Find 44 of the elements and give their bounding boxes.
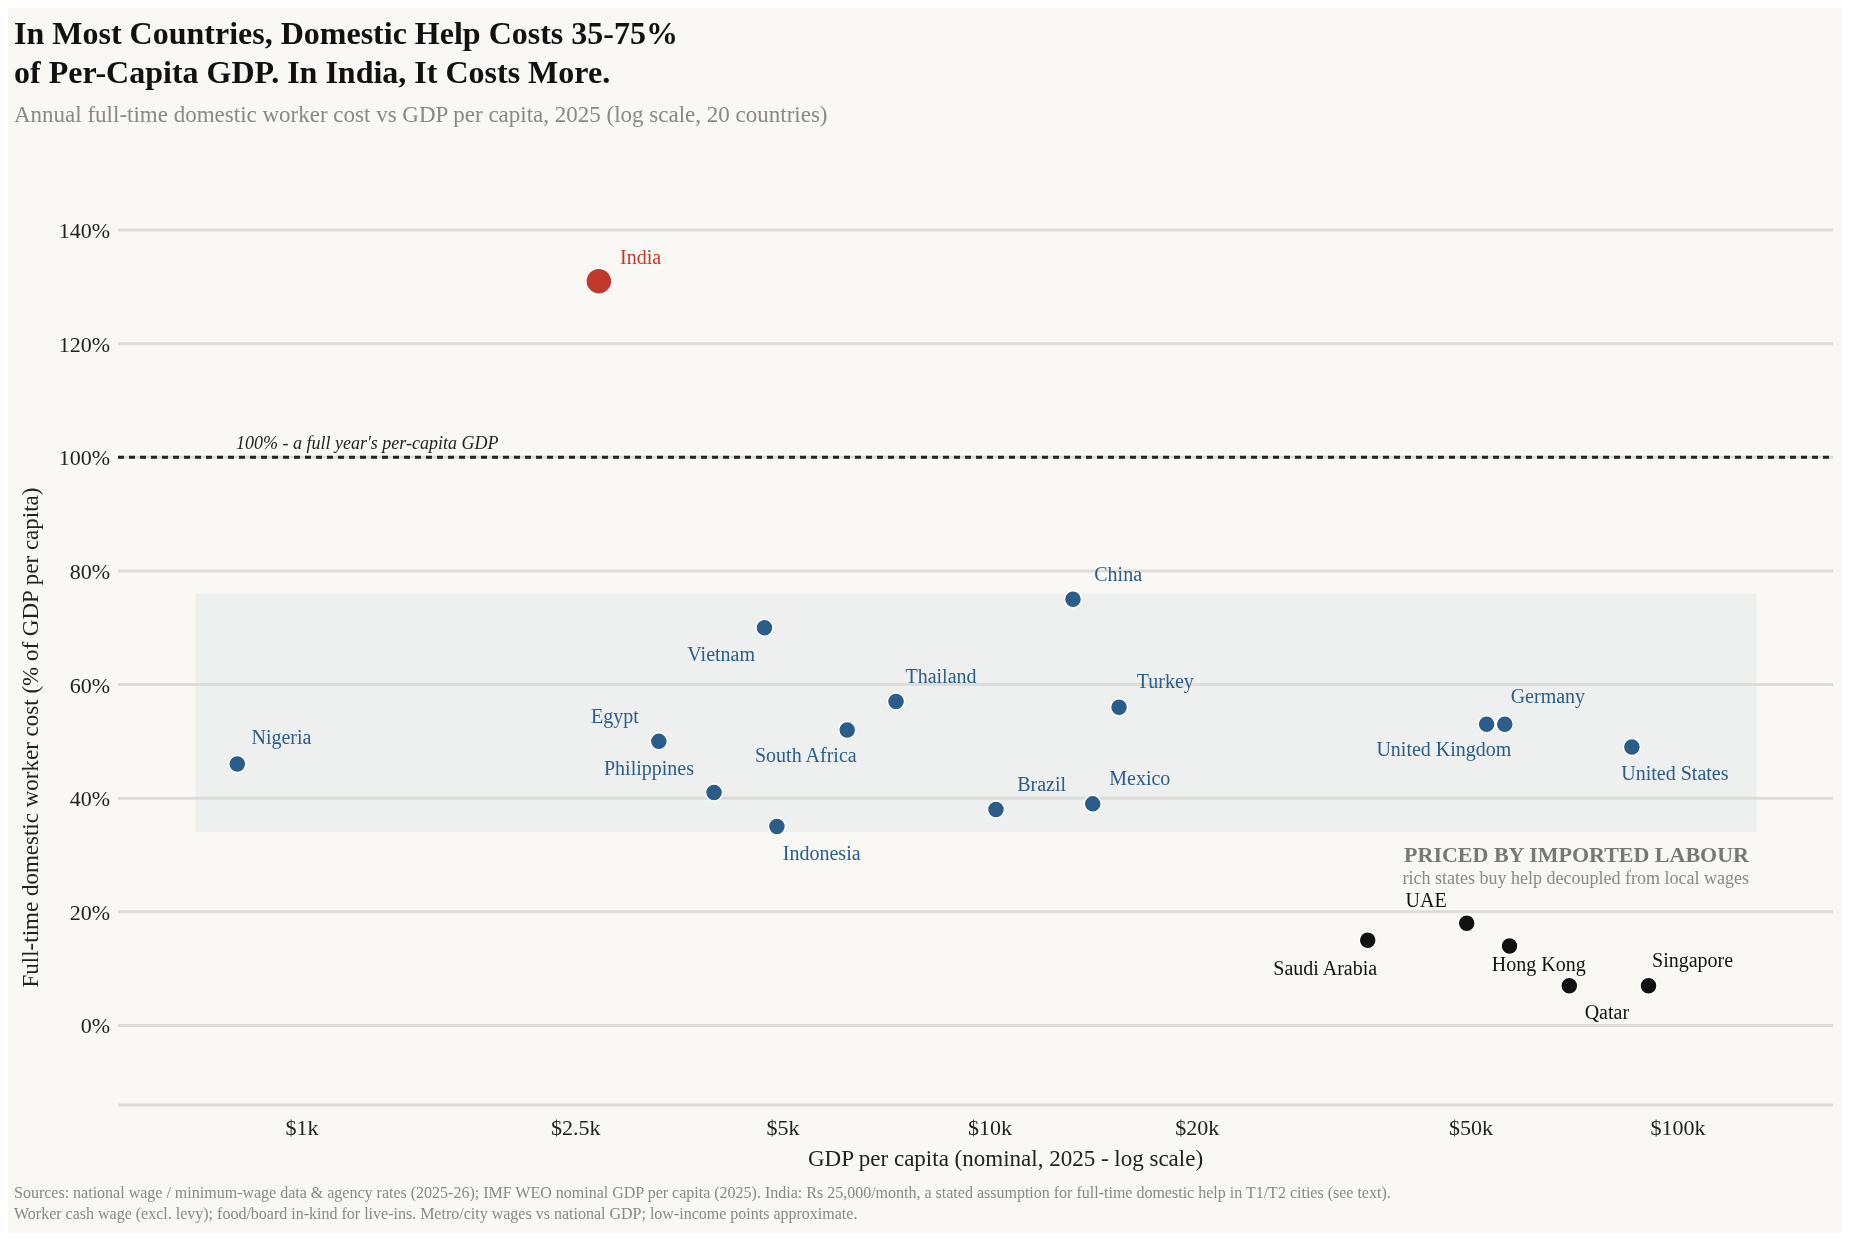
annotation: India xyxy=(620,245,662,268)
annotation: Egypt xyxy=(590,704,640,728)
x-tick-label: $5k xyxy=(766,1115,800,1140)
y-tick-label: 0% xyxy=(80,1013,110,1039)
annotation: rich states buy help decoupled from local wages xyxy=(1402,868,1749,888)
x-tick-label: $10k xyxy=(968,1115,1013,1140)
annotation: Nigeria xyxy=(251,726,312,750)
annotation: Hong Kong xyxy=(1491,952,1586,976)
annotation: Thailand xyxy=(905,664,977,687)
y-tick-label: 40% xyxy=(69,786,110,812)
source-note: Sources: national wage / minimum-wage data & agency rates (2025-26); IMF WEO nominal GDP per capita (2025). India: Rs 25,000/month, a stated assumption for full-time domestic help in T1/T2 cities (see text). xyxy=(14,1184,1391,1202)
annotation: Qatar xyxy=(1584,1000,1630,1023)
annotation: United Kingdom xyxy=(1376,738,1512,762)
x-tick-label: $100k xyxy=(1650,1115,1706,1140)
annotation: South Africa xyxy=(755,743,857,766)
y-tick-label: 120% xyxy=(58,331,110,357)
annotation: Brazil xyxy=(1017,772,1067,795)
text: Worker cash wage (excl. levy); food/board in-kind for live-ins. Metro/city wages vs national GDP; low-income points approximate. xyxy=(14,1205,858,1223)
x-axis-title: GDP per capita (nominal, 2025 - log scale) xyxy=(807,1146,1204,1171)
y-tick-label: 20% xyxy=(69,899,110,925)
x-tick-label: $1k xyxy=(285,1115,319,1140)
x-tick-label: $2.5k xyxy=(551,1115,601,1140)
annotation: Turkey xyxy=(1136,670,1194,694)
y-tick-label: 60% xyxy=(69,672,110,698)
annotation: Philippines xyxy=(603,756,695,780)
annotation: Germany xyxy=(1510,685,1586,709)
annotation: PRICED BY IMPORTED LABOUR xyxy=(1404,842,1751,867)
annotation: Mexico xyxy=(1109,767,1171,790)
y-axis-title: Full-time domestic worker cost (% of GDP per capita) xyxy=(18,487,43,988)
chart-subtitle: Annual full-time domestic worker cost vs GDP per capita, 2025 (log scale, 20 countries) xyxy=(14,102,828,127)
y-tick-label: 80% xyxy=(69,558,110,584)
chart-title: In Most Countries, Domestic Help Costs 35-75% of Per-Capita GDP. In India, It Costs More. xyxy=(14,15,678,90)
x-tick-label: $20k xyxy=(1175,1115,1220,1140)
annotation: Vietnam xyxy=(687,642,756,665)
y-tick-label: 100% xyxy=(58,445,110,471)
annotation: Saudi Arabia xyxy=(1273,956,1378,979)
annotation: Indonesia xyxy=(782,841,861,864)
ref-line-label: 100% - a full year's per-capita GDP xyxy=(236,433,499,454)
annotation: Singapore xyxy=(1652,948,1734,972)
annotation: UAE xyxy=(1405,888,1447,911)
x-tick-label: $50k xyxy=(1448,1115,1493,1140)
y-tick-label: 140% xyxy=(58,218,110,243)
annotation: China xyxy=(1094,562,1143,585)
annotation: United States xyxy=(1621,762,1729,785)
